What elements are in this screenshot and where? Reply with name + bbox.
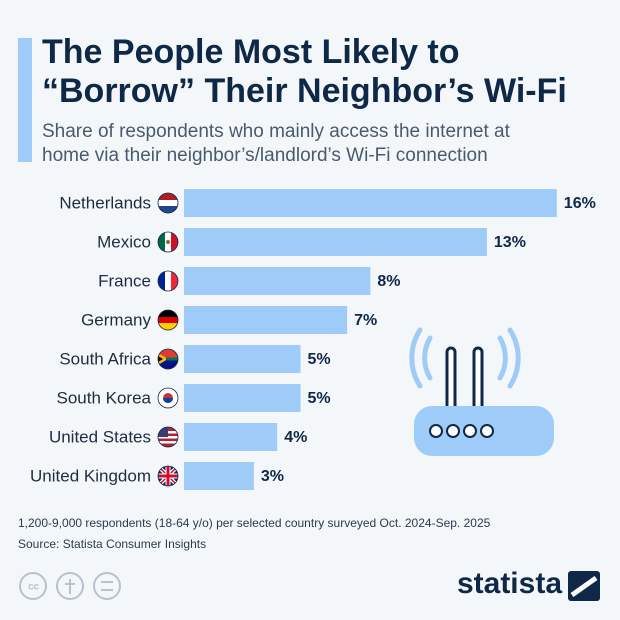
category-label: United Kingdom: [30, 466, 151, 485]
value-label: 8%: [377, 273, 400, 290]
value-label: 16%: [564, 195, 596, 212]
flag: [158, 349, 178, 369]
note: 1,200-9,000 respondents (18-64 y/o) per …: [18, 516, 491, 530]
value-label: 5%: [308, 390, 331, 407]
chart-subtitle: home via their neighbor’s/landlord’s Wi-…: [42, 145, 488, 166]
cc-icon: cc: [28, 582, 40, 593]
value-label: 7%: [354, 312, 377, 329]
value-label: 5%: [308, 351, 331, 368]
brand-logo: statista: [457, 567, 562, 600]
flag-outlines: [157, 192, 179, 487]
chart-subtitle: Share of respondents who mainly access t…: [42, 121, 511, 142]
flag: [158, 310, 178, 330]
category-label: Netherlands: [59, 193, 151, 212]
category-label: Mexico: [97, 232, 151, 251]
bar: [184, 462, 254, 490]
value-label: 4%: [284, 429, 307, 446]
source: Source: Statista Consumer Insights: [18, 537, 206, 551]
accent-bar: [18, 38, 32, 162]
chart-title: “Borrow” Their Neighbor’s Wi-Fi: [42, 72, 567, 110]
flag: [158, 232, 178, 252]
bar: [184, 345, 301, 373]
value-label: 13%: [494, 234, 526, 251]
brand-mark: [568, 571, 600, 601]
flag: [158, 193, 178, 213]
category-label: France: [98, 271, 151, 290]
bar: [184, 189, 557, 217]
bar: [184, 228, 487, 256]
category-label: South Korea: [56, 388, 151, 407]
bar: [184, 306, 348, 334]
value-label: 3%: [261, 468, 284, 485]
bar: [184, 423, 278, 451]
bar: [184, 267, 371, 295]
category-label: Germany: [81, 310, 151, 329]
category-label: South Africa: [59, 349, 151, 368]
category-label: United States: [49, 427, 151, 446]
flag: [158, 388, 178, 408]
bar: [184, 384, 301, 412]
flag: [158, 271, 178, 291]
flag: [158, 427, 178, 447]
flag: [158, 466, 178, 486]
chart-title: The People Most Likely to: [42, 33, 460, 71]
router-illustration: [409, 327, 554, 456]
license-icons: [19, 572, 121, 600]
